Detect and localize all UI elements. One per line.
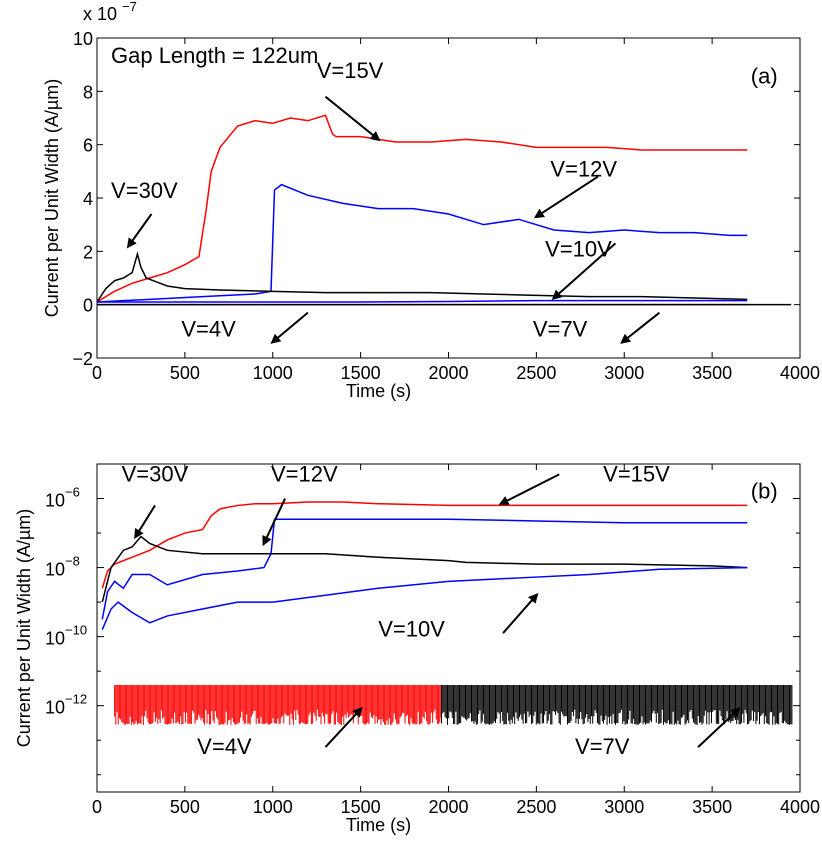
plot-a-xtick-label: 3500 [692, 363, 732, 383]
plot-a-arrow-v-10v [551, 242, 617, 300]
plot-a-xtick-label: 2000 [428, 363, 468, 383]
plot-a-label-v-4v: V=4V [181, 317, 236, 342]
plot-a-ytick-label: 8 [83, 82, 93, 102]
plot-b-annotations: V=30V V=12V V=15V V=10V V=4V V=7V [122, 461, 741, 759]
plot-a-series-v-12v [96, 183, 748, 303]
plot-b-xtick-label: 4000 [780, 797, 820, 817]
plot-a-frame [96, 37, 801, 359]
plot-a-scale-label: x 10 [83, 4, 117, 24]
plot-b-arrow-v-7v [697, 707, 741, 748]
plot-b-ytick-label: 10 [45, 698, 65, 718]
plot-a-xtick-label: 2500 [516, 363, 556, 383]
plot-a-arrow-v-30v [126, 213, 153, 249]
plot-b-series-v-12v [101, 518, 748, 620]
plot-a-ytick-label: 4 [83, 189, 93, 209]
plot-b-series-v-30v [101, 535, 748, 603]
plot-b-ytick-exponent: −8 [65, 554, 80, 569]
plot-b-label-v-15v: V=15V [603, 461, 670, 486]
plot-b-arrow-v-4v [324, 706, 363, 748]
plot-b-xtick-label: 3000 [604, 797, 644, 817]
plot-a-series-v-30v [96, 251, 748, 303]
plot-a-arrow-v-7v [620, 311, 661, 344]
plot-a-ytick-label: 6 [83, 136, 93, 156]
plot-a-ytick-label: 0 [83, 296, 93, 316]
plot-b-ylabel: Current per Unit Width (A/µm) [14, 509, 34, 747]
plot-b-xtick-label: 2000 [428, 797, 468, 817]
plot-a-ticks: 0 500 1000 1500 2000 2500 3000 3500 4000−2024681… [72, 29, 820, 383]
plot-b-arrow-v-30v [134, 504, 156, 540]
plot-a-ytick-label: 10 [73, 29, 93, 49]
plot-b-ytick-label: 10 [45, 560, 65, 580]
plot-a-series [96, 114, 792, 306]
plot-a-series-v-10v [97, 299, 748, 303]
plot-b-ytick-exponent: −12 [65, 692, 87, 707]
plot-b-arrow-v-10v [502, 592, 539, 634]
panel-a: 0 500 1000 1500 2000 2500 3000 3500 4000−2024681… [42, 0, 820, 401]
plot-b-xtick-label: 2500 [516, 797, 556, 817]
plot-b-arrow-v-15v [498, 473, 560, 506]
plot-a-ytick-label: −2 [72, 349, 93, 369]
plot-a-arrow-v-15v [324, 95, 381, 142]
plot-b-label-v-7v: V=7V [575, 734, 630, 759]
plot-b-label-v-12v: V=12V [271, 461, 338, 486]
plot-a-series-v-15v [96, 114, 748, 303]
plot-a-annotations: V=15V V=12V V=30V V=10V V=4V V=7V [111, 58, 661, 344]
plot-a-label-v-10v: V=10V [545, 237, 612, 262]
plot-a-scale-power: −7 [122, 0, 137, 14]
plot-a-ylabel: Current per Unit Width (A/µm) [42, 79, 62, 317]
plot-b-ytick-label: 10 [45, 491, 65, 511]
plot-a-xtick-label: 4000 [780, 363, 820, 383]
plot-a-xtick-label: 500 [170, 363, 200, 383]
plot-b-series-v-4v [114, 685, 442, 725]
plot-b-xtick-label: 0 [92, 797, 102, 817]
plot-a-label-v-7v: V=7V [533, 317, 588, 342]
plot-b-label-v-4v: V=4V [197, 734, 252, 759]
plot-b-series-v-15v [101, 501, 748, 589]
plot-b-xtick-label: 3500 [692, 797, 732, 817]
plot-a-ytick-label: 2 [83, 242, 93, 262]
plot-a-xlabel: Time (s) [346, 381, 411, 401]
plot-b-series-v-7v [441, 685, 793, 725]
plot-a-annotation-title: Gap Length = 122um [111, 43, 318, 68]
plot-b-ytick-exponent: −10 [65, 623, 87, 638]
plot-b-xlabel: Time (s) [346, 815, 411, 835]
plot-a-xtick-label: 3000 [604, 363, 644, 383]
plot-b-xtick-label: 500 [170, 797, 200, 817]
plot-a-xtick-label: 1500 [341, 363, 381, 383]
plot-a-label-v-12v: V=12V [550, 157, 617, 182]
plot-a-label-v-15v: V=15V [317, 58, 384, 83]
plot-b-xtick-label: 1000 [253, 797, 293, 817]
plot-b-panel-label: (b) [751, 479, 778, 504]
plot-b-series-v-10v [101, 566, 748, 631]
plot-a-xtick-label: 1000 [253, 363, 293, 383]
plot-a-label-v-30v: V=30V [111, 178, 178, 203]
plot-a-xtick-label: 0 [92, 363, 102, 383]
plot-a-panel-label: (a) [751, 63, 778, 88]
plot-b-label-v-30v: V=30V [122, 461, 189, 486]
plot-b-arrow-v-12v [262, 498, 286, 547]
plot-a-arrow-v-12v [533, 175, 599, 219]
plot-a-scale-exponent: x 10 −7 [83, 0, 137, 24]
plot-b-label-v-10v: V=10V [378, 617, 445, 642]
plot-a-arrow-v-4v [270, 311, 309, 344]
plot-b-ytick-label: 10 [45, 629, 65, 649]
plot-b-ytick-exponent: −6 [65, 485, 80, 500]
plot-b-series [101, 501, 793, 725]
plot-b-xtick-label: 1500 [341, 797, 381, 817]
